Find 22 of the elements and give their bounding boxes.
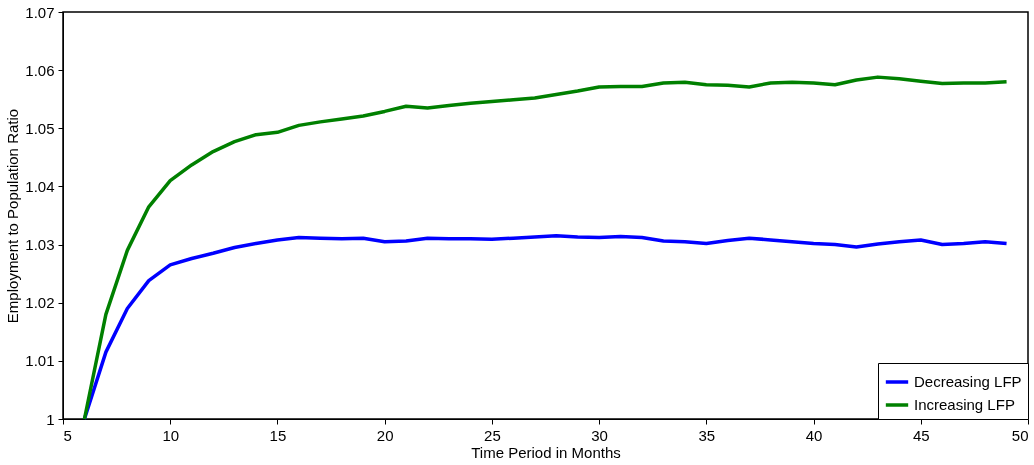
y-tick-label: 1.07 [25, 3, 55, 21]
x-tick-label: 5 [63, 426, 72, 444]
x-axis-title: Time Period in Months [471, 443, 621, 461]
x-tick-label: 10 [162, 426, 180, 444]
y-tick-label: 1.02 [25, 294, 55, 312]
y-tick-label: 1.06 [25, 61, 55, 79]
y-tick-label: 1 [46, 410, 55, 428]
y-tick-label: 1.01 [25, 352, 55, 370]
x-tick-label: 30 [591, 426, 608, 444]
y-axis-title: Employment to Population Ratio [4, 108, 22, 324]
legend-label: Increasing LFP [914, 396, 1015, 413]
y-tick-label: 1.05 [25, 119, 55, 137]
y-tick-label: 1.04 [25, 177, 55, 195]
x-tick-label: 20 [376, 426, 394, 444]
x-tick-label: 35 [698, 426, 716, 444]
x-tick-label: 25 [484, 426, 501, 444]
x-tick-label: 45 [912, 426, 930, 444]
x-tick-label: 15 [269, 426, 287, 444]
y-tick-label: 1.03 [25, 236, 55, 254]
x-tick-label: 40 [805, 426, 823, 444]
x-tick-label: 50 [1011, 426, 1029, 444]
legend-label: Decreasing LFP [914, 373, 1022, 390]
